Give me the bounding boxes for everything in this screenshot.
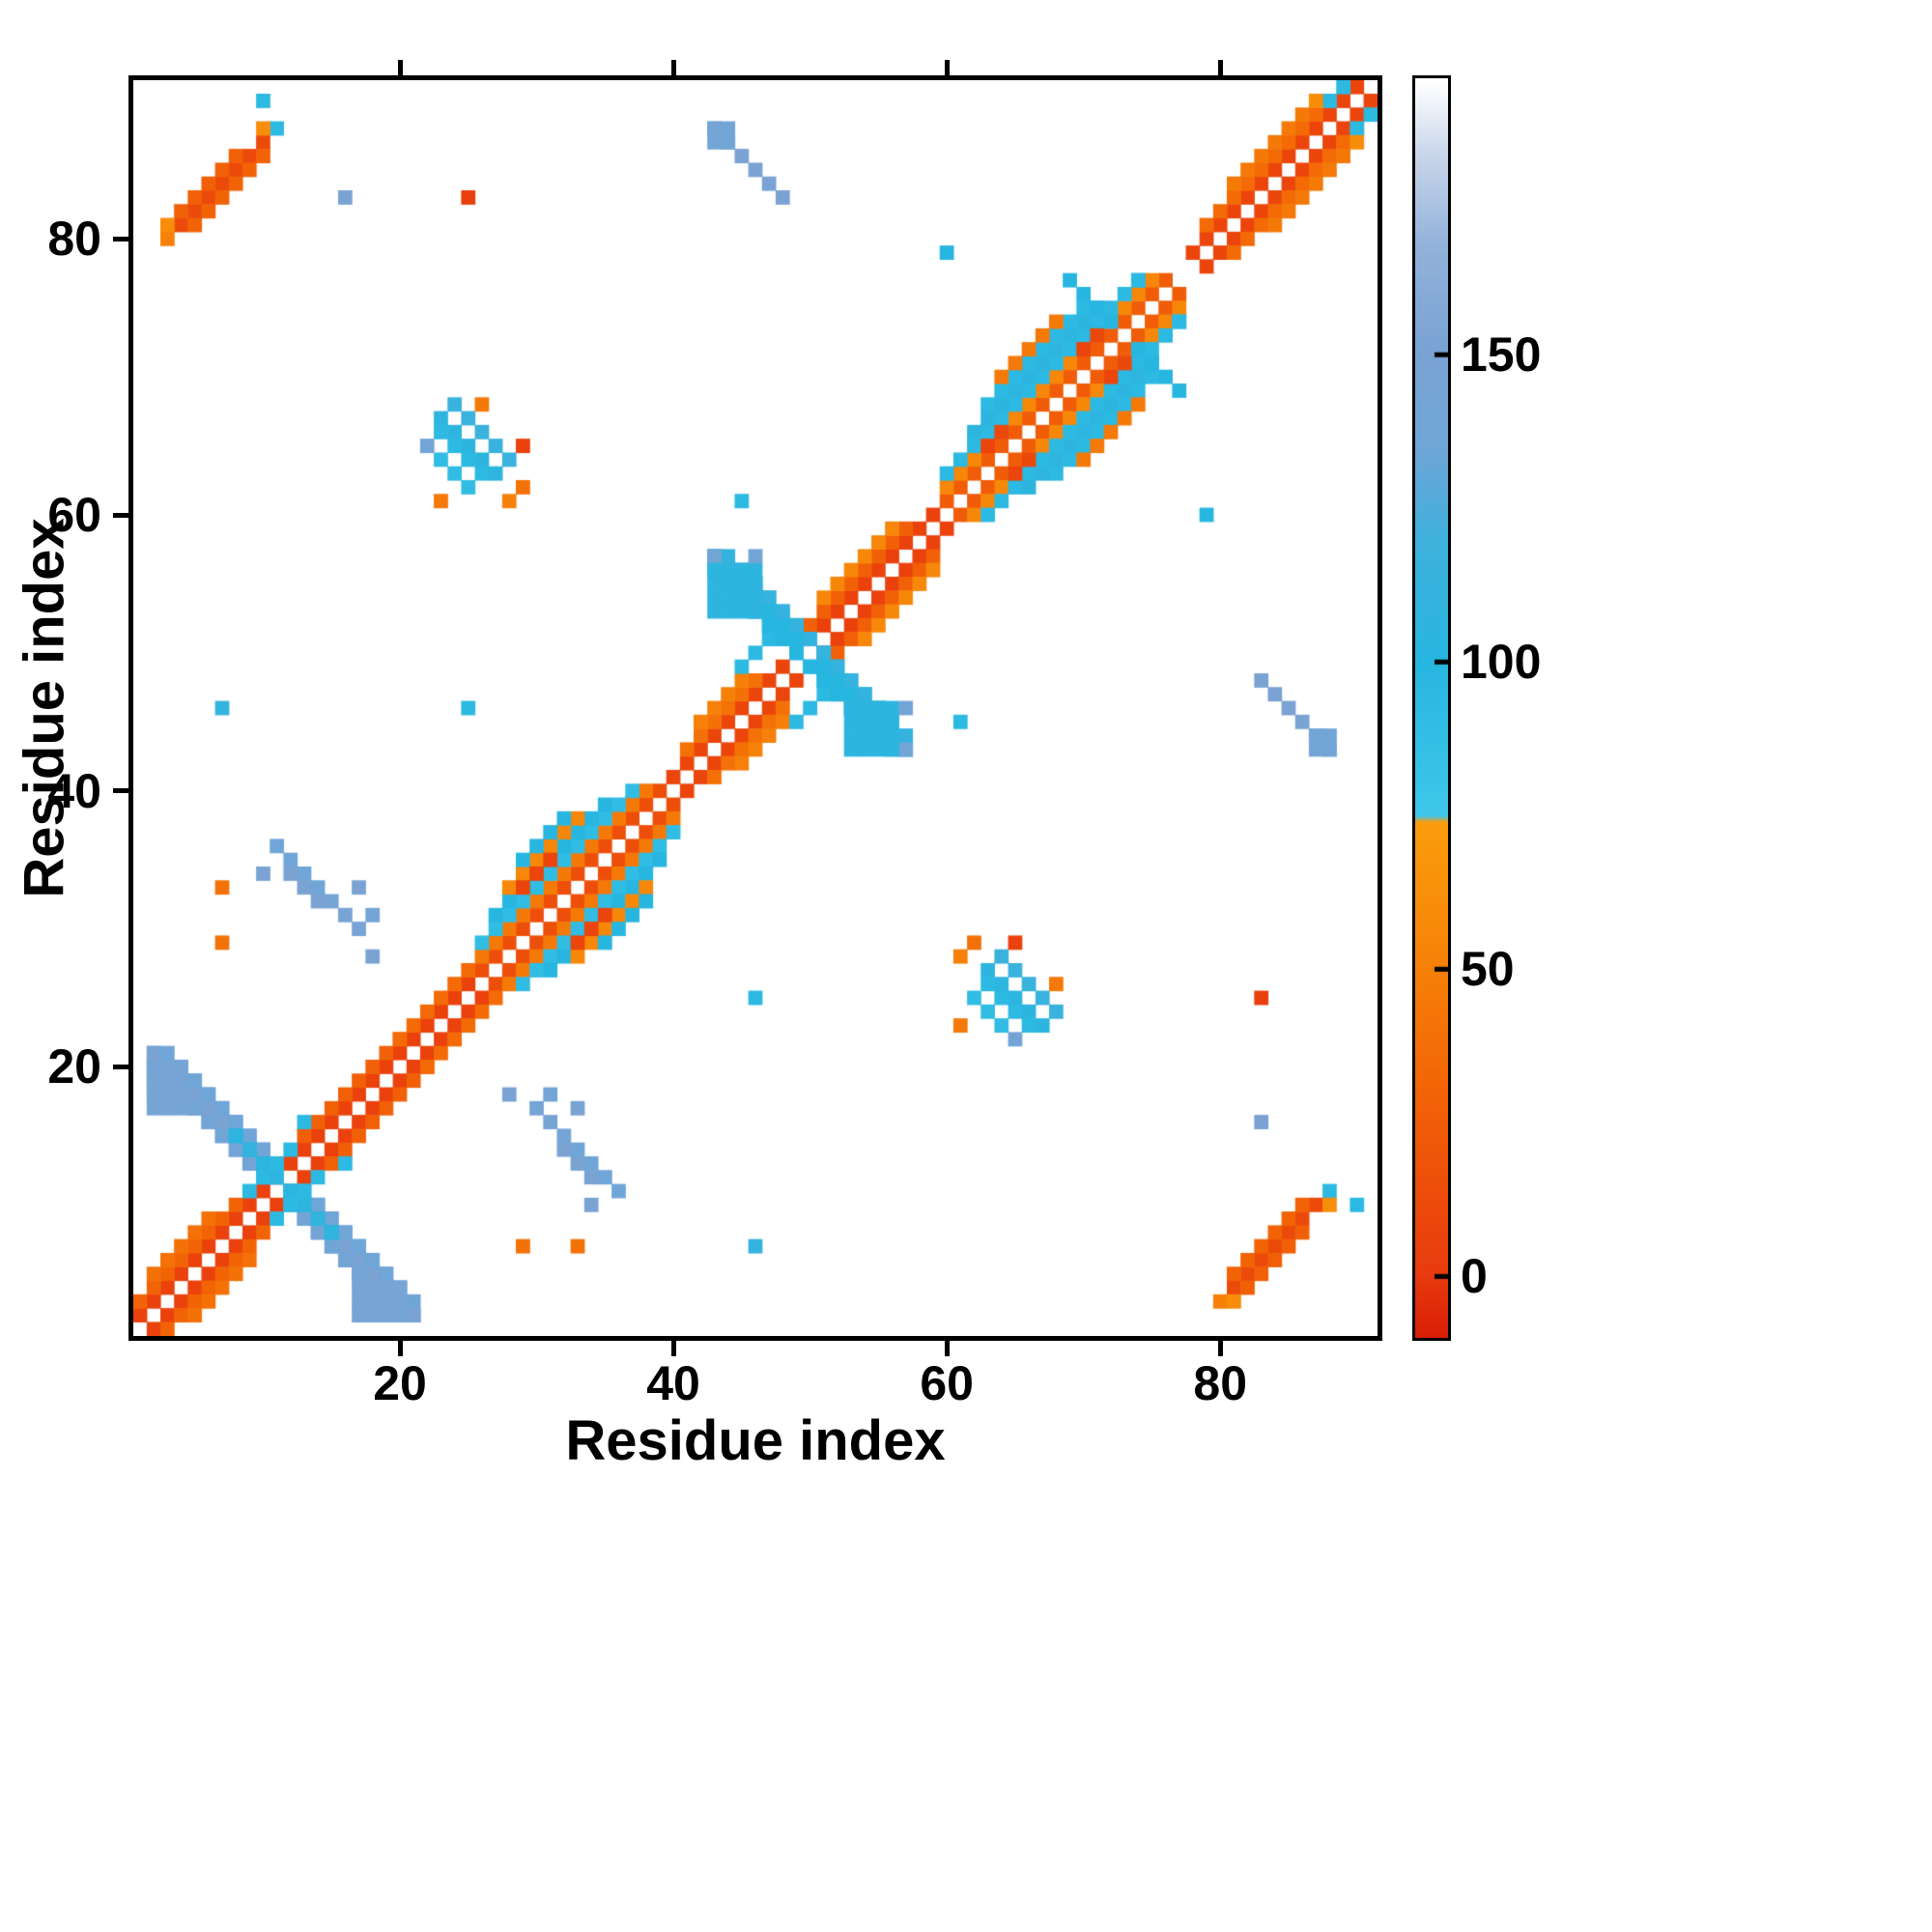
colorbar-tick-label: 150 [1461,327,1542,383]
x-tick-label: 80 [1193,1356,1248,1410]
y-tick-label: 40 [47,763,101,818]
x-tick-mark [670,60,676,75]
y-tick-mark [113,512,128,518]
y-tick-label: 60 [47,488,101,542]
y-axis-label: Residue index [13,518,76,898]
colorbar-tick-label: 0 [1461,1249,1488,1304]
x-tick-label: 20 [373,1356,427,1410]
plot-area [128,75,1382,1341]
heatmap-canvas [133,80,1378,1336]
colorbar-tick-label: 100 [1461,635,1542,690]
x-axis-label: Residue index [565,1409,946,1472]
x-tick-mark [944,60,950,75]
colorbar-tick-label: 50 [1461,942,1515,997]
x-tick-mark [944,1341,950,1356]
x-tick-label: 60 [920,1356,974,1410]
x-tick-label: 40 [646,1356,700,1410]
y-tick-label: 80 [47,212,101,267]
y-tick-mark [113,236,128,242]
y-tick-label: 20 [47,1039,101,1094]
x-tick-mark [670,1341,676,1356]
x-tick-mark [1217,60,1223,75]
colorbar [1412,75,1451,1341]
colorbar-canvas [1415,78,1448,1338]
x-tick-mark [397,1341,403,1356]
x-tick-mark [397,60,403,75]
y-tick-mark [113,1064,128,1069]
y-tick-mark [113,788,128,794]
x-tick-mark [1217,1341,1223,1356]
